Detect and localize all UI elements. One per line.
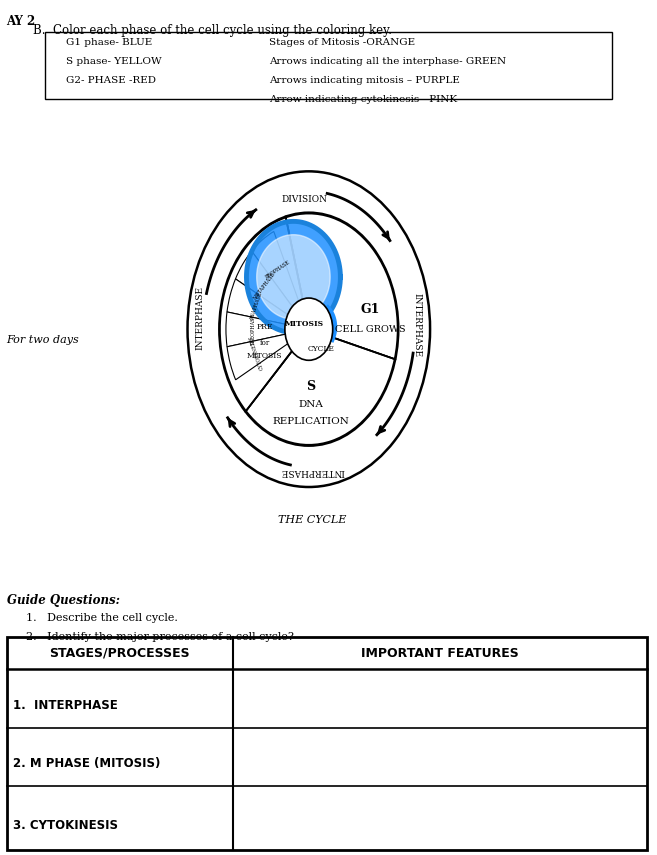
Text: G1 phase- BLUE: G1 phase- BLUE <box>66 38 152 48</box>
Text: MITOSIS: MITOSIS <box>285 320 324 327</box>
Circle shape <box>285 298 332 360</box>
Text: IMPORTANT FEATURES: IMPORTANT FEATURES <box>361 646 519 660</box>
Circle shape <box>187 171 430 487</box>
Wedge shape <box>226 312 309 347</box>
Text: Arrows indicating all the interphase- GREEN: Arrows indicating all the interphase- GR… <box>269 57 507 67</box>
Text: Arrows indicating mitosis – PURPLE: Arrows indicating mitosis – PURPLE <box>269 76 461 86</box>
FancyBboxPatch shape <box>45 32 612 99</box>
Wedge shape <box>227 279 309 329</box>
Text: For two days: For two days <box>7 335 79 345</box>
Text: 3. CYTOKINESIS: 3. CYTOKINESIS <box>13 819 118 832</box>
Text: Guide Questions:: Guide Questions: <box>7 594 120 607</box>
Polygon shape <box>246 221 340 333</box>
Text: METAPHASE: METAPHASE <box>252 271 277 300</box>
Text: DNA: DNA <box>298 400 323 410</box>
Text: CELL GROWS: CELL GROWS <box>335 325 405 333</box>
Text: INTERPHASE: INTERPHASE <box>196 286 205 351</box>
Text: Stages of Mitosis -ORANGE: Stages of Mitosis -ORANGE <box>269 38 415 48</box>
Wedge shape <box>246 329 395 445</box>
Text: for: for <box>260 339 269 346</box>
Text: 1.   Describe the cell cycle.: 1. Describe the cell cycle. <box>26 613 178 623</box>
Text: MITOSIS: MITOSIS <box>246 352 282 360</box>
Text: 1.  INTERPHASE: 1. INTERPHASE <box>13 699 118 712</box>
Text: G2- PHASE -RED: G2- PHASE -RED <box>66 76 156 86</box>
Text: DIVISION: DIVISION <box>281 195 328 203</box>
Polygon shape <box>257 235 330 319</box>
Wedge shape <box>286 214 397 359</box>
Text: B.  Color each phase of the cell cycle using the coloring key.: B. Color each phase of the cell cycle us… <box>33 24 392 37</box>
Circle shape <box>219 213 398 446</box>
Text: PROPHASE: PROPHASE <box>264 259 291 280</box>
Wedge shape <box>235 251 309 329</box>
Text: PRE: PRE <box>256 323 273 331</box>
Text: S: S <box>306 380 315 393</box>
Text: STAGES/PROCESSES: STAGES/PROCESSES <box>49 646 191 660</box>
Text: ANAPHASE: ANAPHASE <box>249 292 263 321</box>
Wedge shape <box>252 232 309 329</box>
Text: THE CYCLE: THE CYCLE <box>278 515 346 525</box>
Text: 2. M PHASE (MITOSIS): 2. M PHASE (MITOSIS) <box>13 758 160 770</box>
Text: INTERPHASE: INTERPHASE <box>413 292 422 357</box>
Wedge shape <box>220 217 309 411</box>
Text: Arrow indicating cytokinesis - PINK: Arrow indicating cytokinesis - PINK <box>269 95 457 104</box>
Text: INTERPHASE: INTERPHASE <box>280 467 344 476</box>
Text: CYCLE: CYCLE <box>307 345 334 353</box>
Text: S phase- YELLOW: S phase- YELLOW <box>66 57 162 67</box>
Text: TELOPHASE: TELOPHASE <box>251 313 256 345</box>
Text: AY 2: AY 2 <box>7 15 36 27</box>
Text: 2.   Identify the major processes of a cell cycle?: 2. Identify the major processes of a cel… <box>26 632 294 642</box>
Text: G1: G1 <box>361 303 380 315</box>
Text: REPLICATION: REPLICATION <box>272 417 349 426</box>
FancyBboxPatch shape <box>7 637 647 850</box>
Text: CYTOKINESIS: CYTOKINESIS <box>248 334 264 370</box>
Wedge shape <box>227 329 309 380</box>
